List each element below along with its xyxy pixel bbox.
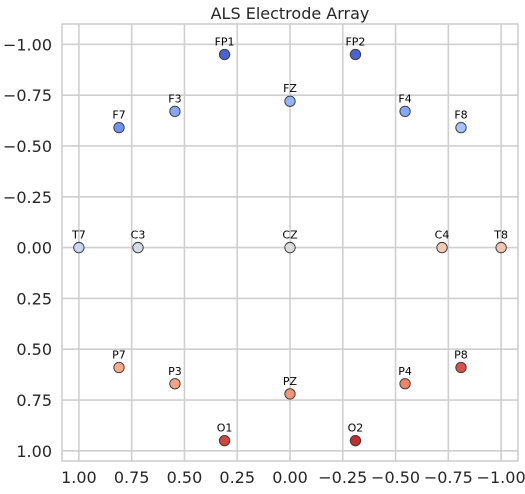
electrode-point [495,241,507,254]
y-tick-label: 0.75 [16,391,52,410]
electrode-point [455,122,467,134]
electrode-label: C3 [131,229,146,242]
x-tick-label: 0.00 [272,468,308,487]
x-tick-label: 0.50 [167,468,203,487]
x-tick-label: 0.25 [219,468,255,487]
electrode-label: FP1 [215,35,235,48]
electrode-label: F3 [168,92,181,105]
electrode-point [349,435,362,447]
electrode-label: T7 [71,229,86,242]
y-tick-label: 0.25 [16,289,52,308]
electrode-point [113,122,125,134]
x-tick-label: −0.50 [371,468,420,487]
electrode-point [349,48,362,61]
electrode-point [284,95,296,107]
electrode-point [218,435,231,447]
electrode-point [284,388,296,400]
electrode-label: FP2 [345,35,365,48]
electrode-label: O2 [348,422,364,435]
electrode-point [218,48,231,61]
y-tick-label: 1.00 [16,442,52,461]
x-tick-label: −0.25 [318,468,367,487]
electrode-point [73,241,85,254]
x-axis: 1.00 0.75 0.50 0.25 0.00 −0.25 −0.50 −0.75 −1.00 [61,468,525,487]
x-tick-label: 1.00 [61,468,97,487]
electrode-label: F8 [454,109,467,122]
y-axis: −1.00 −0.75 −0.50 −0.25 0.00 0.25 0.50 0.75 1.00 [3,35,52,461]
y-tick-label: 0.00 [16,239,52,258]
y-tick-label: −0.75 [3,86,52,105]
electrode-label: P3 [168,365,182,378]
points: FP1 FP2 F7 F3 FZ F4 F8 T7 C3 CZ C4 T8 P7 P3 PZ P4 P8 O1 O2 [71,35,508,447]
electrode-label: P7 [112,349,126,362]
electrode-point [399,105,411,118]
electrode-point [132,241,144,254]
electrode-point [284,241,296,254]
electrode-point [169,378,181,390]
electrode-point [436,241,448,254]
x-tick-label: −1.00 [477,468,525,487]
electrode-point [455,361,467,374]
electrode-point [399,378,411,390]
y-tick-label: −0.25 [3,188,52,207]
electrode-label: C4 [435,229,450,242]
electrode-point [169,105,181,118]
y-tick-label: −1.00 [3,35,52,54]
electrode-label: T8 [493,229,508,242]
y-tick-label: 0.50 [16,340,52,359]
x-tick-label: −0.75 [424,468,473,487]
x-tick-label: 0.75 [114,468,150,487]
electrode-point [113,361,125,374]
electrode-label: O1 [217,422,233,435]
electrode-label: FZ [283,82,297,95]
plot-frame [61,23,519,462]
electrode-label: F4 [398,92,411,105]
electrode-label: F7 [112,109,125,122]
y-tick-label: −0.50 [3,137,52,156]
chart-title: ALS Electrode Array [211,4,370,23]
electrode-label: P8 [454,349,468,362]
electrode-label: CZ [282,229,298,242]
electrode-label: P4 [398,365,412,378]
electrode-label: PZ [283,375,298,388]
